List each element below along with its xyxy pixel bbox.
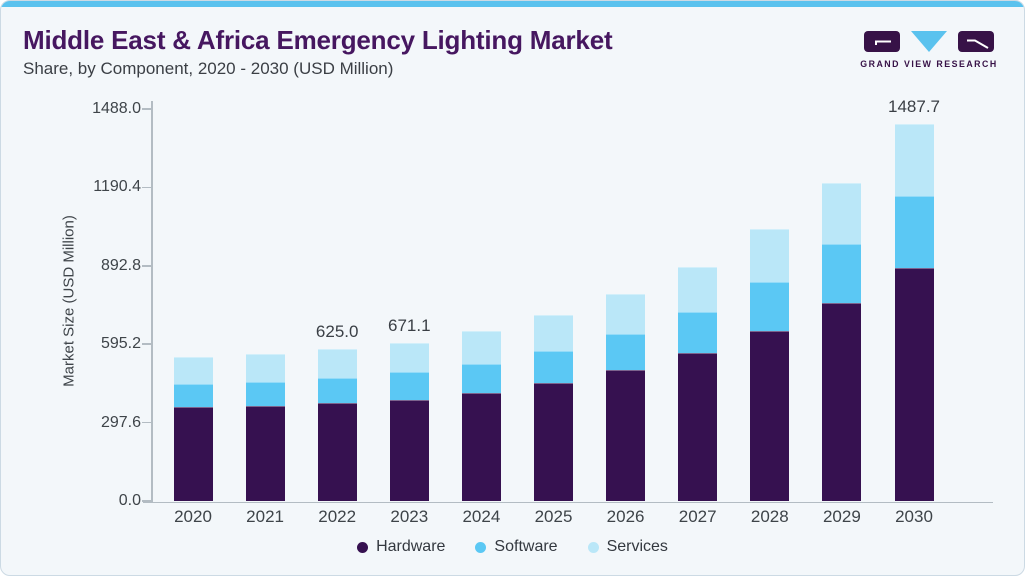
logo-v-icon <box>911 31 947 52</box>
brand-name: GRAND VIEW RESEARCH <box>860 59 998 69</box>
x-axis-label: 2025 <box>534 507 573 526</box>
page-title: Middle East & Africa Emergency Lighting … <box>23 25 613 55</box>
bar-segment-services <box>894 124 934 197</box>
legend-dot-icon <box>475 541 487 553</box>
bar-segment-software <box>173 383 213 407</box>
x-axis-label: 2023 <box>390 507 429 526</box>
bar-segment-hardware <box>606 370 646 501</box>
bar-value-label: 1487.7 <box>888 97 940 117</box>
logo-r-icon <box>958 31 994 52</box>
legend-dot-icon <box>357 541 369 553</box>
bar-segment-hardware <box>173 406 213 501</box>
page-subtitle: Share, by Component, 2020 - 2030 (USD Mi… <box>23 59 394 78</box>
y-axis-tick-label: 595.2 <box>100 335 141 353</box>
bar-segment-software <box>606 334 646 371</box>
legend-item-services: Services <box>587 538 668 556</box>
x-axis-line <box>143 501 993 503</box>
y-axis-tick-label: 297.6 <box>100 413 141 431</box>
bar-segment-software <box>245 381 285 406</box>
bar-segment-hardware <box>245 405 285 501</box>
bar-segment-software <box>678 311 718 354</box>
bar-segment-software <box>461 364 501 394</box>
bar-segment-hardware <box>750 331 790 501</box>
bar-segment-hardware <box>461 393 501 501</box>
bar-segment-software <box>750 282 790 332</box>
bar-segment-software <box>534 351 573 383</box>
y-axis-tick-label: 1190.4 <box>93 178 141 196</box>
x-axis-label: 2022 <box>318 507 357 526</box>
bar-segment-hardware <box>534 382 573 501</box>
y-axis-line <box>151 101 153 503</box>
bar-segment-services <box>245 353 285 382</box>
bar-segment-hardware <box>822 302 862 501</box>
y-axis-tick <box>142 421 151 424</box>
logo-glyphs <box>864 31 994 52</box>
y-axis-tick <box>142 108 151 110</box>
x-axis-label: 2027 <box>678 507 717 526</box>
bar-segment-hardware <box>317 402 357 501</box>
bar-segment-services <box>678 266 718 312</box>
bar-segment-software <box>822 244 862 303</box>
bar-segment-hardware <box>389 399 429 501</box>
bar-value-label: 625.0 <box>315 322 359 342</box>
x-axis-label: 2020 <box>174 507 212 526</box>
bar-segment-services <box>606 294 646 335</box>
legend-item-software: Software <box>475 538 558 556</box>
bar-value-label: 671.1 <box>388 316 431 336</box>
legend-item-hardware: Hardware <box>357 538 445 556</box>
bar-segment-hardware <box>678 353 718 501</box>
y-axis-tick <box>142 500 151 502</box>
legend-item-label: Software <box>494 538 558 555</box>
y-axis-title: Market Size (USD Million) <box>60 215 78 387</box>
x-axis-label: 2028 <box>750 507 789 526</box>
y-axis-tick <box>142 186 151 189</box>
y-axis-tick-label: 0.0 <box>118 492 141 509</box>
x-axis-label: 2026 <box>606 507 645 526</box>
x-axis-label: 2024 <box>462 507 501 526</box>
bar-segment-software <box>389 371 429 400</box>
bar-segment-services <box>822 182 862 245</box>
x-axis-label: 2021 <box>246 507 284 526</box>
y-axis-tick <box>142 265 151 267</box>
accent-bar <box>1 1 1024 7</box>
bar-segment-services <box>317 349 357 378</box>
bar-segment-services <box>534 315 573 352</box>
bar-segment-services <box>750 229 790 283</box>
x-axis-label: 2029 <box>822 507 861 526</box>
y-axis-tick <box>142 343 151 345</box>
legend-item-label: Services <box>606 538 668 555</box>
bar-segment-services <box>389 343 429 372</box>
x-axis-label: 2030 <box>895 507 933 526</box>
bar-segment-hardware <box>894 267 934 501</box>
bar-segment-services <box>461 331 501 365</box>
bar-segment-software <box>317 377 357 403</box>
bar-segment-services <box>173 357 213 384</box>
bar-segment-software <box>894 196 934 268</box>
legend-item-label: Hardware <box>376 538 446 555</box>
brand-logo: GRAND VIEW RESEARCH <box>854 31 1004 69</box>
legend-dot-icon <box>587 541 599 553</box>
y-axis-tick-label: 1488.0 <box>92 100 141 117</box>
y-axis-tick-label: 892.8 <box>100 256 141 274</box>
logo-g-icon <box>864 31 900 52</box>
chart-legend: Hardware Software Services <box>1 538 1024 556</box>
